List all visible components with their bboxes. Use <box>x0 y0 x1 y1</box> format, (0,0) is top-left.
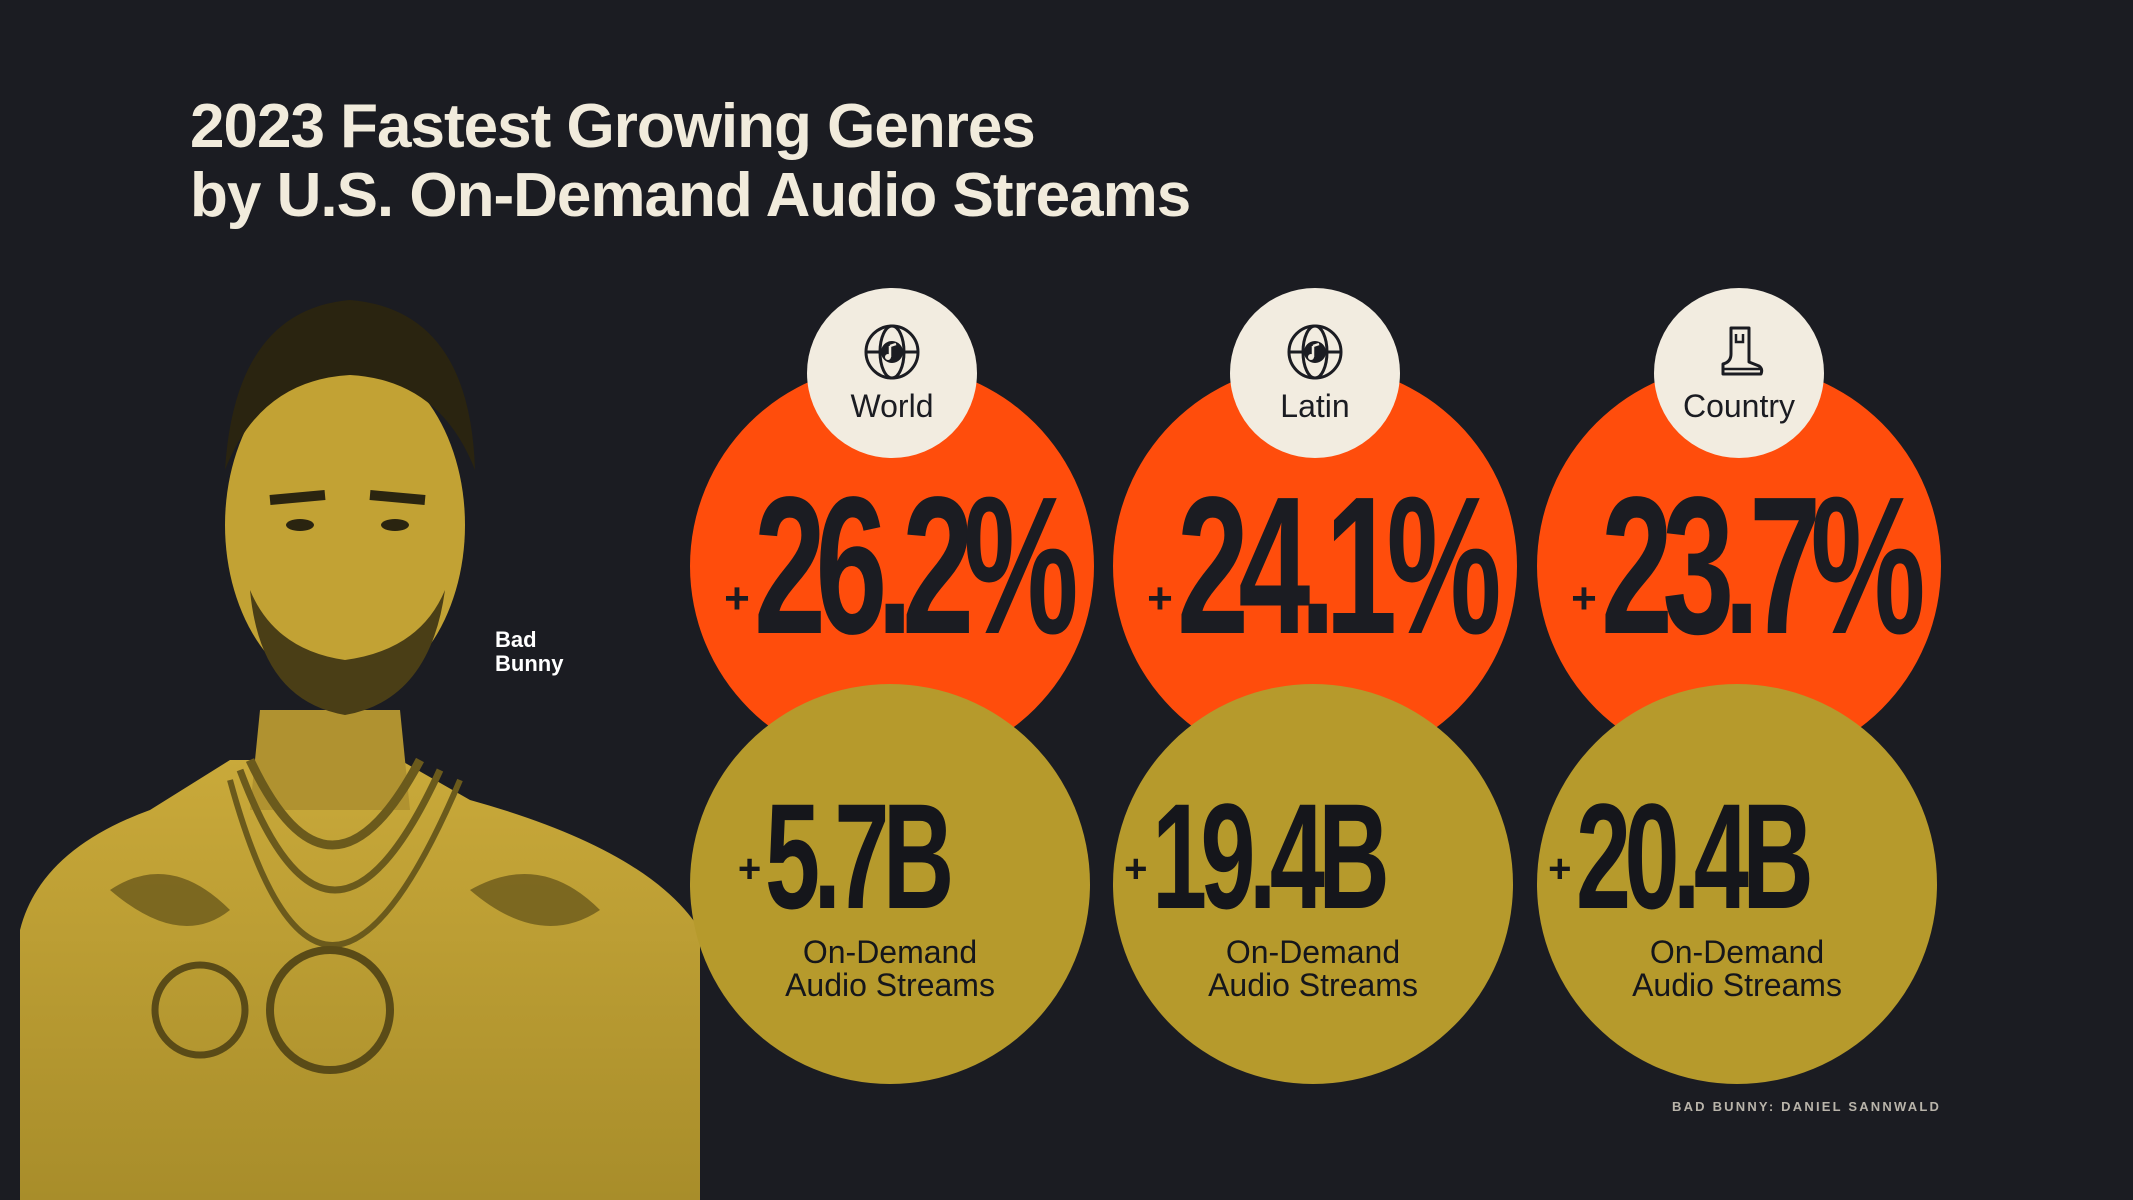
plus-sign: + <box>1571 574 1597 623</box>
streams-caption-line-1: On-Demand <box>1225 934 1401 970</box>
growth-percent: 26.2% <box>753 456 1079 675</box>
streams-number: 20.4B <box>1575 772 1814 940</box>
globe-music-note-icon <box>864 324 920 380</box>
streams-caption: On-Demand Audio Streams <box>1632 936 1842 1002</box>
plus-sign: + <box>737 847 762 891</box>
streams-circle: +20.4B On-Demand Audio Streams <box>1537 684 1937 1084</box>
growth-percent: 23.7% <box>1600 456 1926 675</box>
title-line-1: 2023 Fastest Growing Genres <box>190 92 1036 161</box>
artist-caption-line-2: Bunny <box>495 651 564 676</box>
streams-value: +5.7B <box>737 772 1042 940</box>
genre-label: World <box>850 388 934 424</box>
genre-latin: Latin +24.1% +19.4B On-Demand Audio Stre… <box>1113 288 1523 1088</box>
streams-caption-line-1: On-Demand <box>1649 934 1825 970</box>
plus-sign: + <box>1548 847 1572 891</box>
artist-caption-line-1: Bad <box>495 627 537 652</box>
streams-caption: On-Demand Audio Streams <box>785 936 995 1002</box>
genre-world: World +26.2% +5.7B On-Demand Audio Strea… <box>690 288 1100 1088</box>
streams-value: +20.4B <box>1548 772 1926 940</box>
globe-music-note-icon <box>1287 324 1343 380</box>
genre-label: Latin <box>1280 388 1350 424</box>
streams-caption: On-Demand Audio Streams <box>1208 936 1418 1002</box>
growth-value: +23.7% <box>1537 456 1941 675</box>
cowboy-boot-icon <box>1721 326 1764 376</box>
artist-caption: Bad Bunny <box>495 628 563 676</box>
title-line-2: by U.S. On-Demand Audio Streams <box>190 161 1191 230</box>
growth-percent: 24.1% <box>1176 456 1502 675</box>
plus-sign: + <box>1124 847 1148 891</box>
growth-value: +26.2% <box>690 456 1094 675</box>
plus-sign: + <box>724 574 750 623</box>
streams-caption-line-2: Audio Streams <box>1632 967 1842 1003</box>
streams-value: +19.4B <box>1124 772 1502 940</box>
artist-photo <box>20 300 700 1200</box>
plus-sign: + <box>1147 574 1173 623</box>
streams-number: 5.7B <box>765 772 954 940</box>
genre-badge: Country <box>1654 288 1824 458</box>
streams-circle: +19.4B On-Demand Audio Streams <box>1113 684 1513 1084</box>
growth-value: +24.1% <box>1113 456 1517 675</box>
streams-circle: +5.7B On-Demand Audio Streams <box>690 684 1090 1084</box>
genre-country: Country +23.7% +20.4B On-Demand Audio St… <box>1537 288 1947 1088</box>
photo-credit: BAD BUNNY: DANIEL SANNWALD <box>1672 1099 1942 1114</box>
genre-badge: Latin <box>1230 288 1400 458</box>
streams-caption-line-1: On-Demand <box>802 934 978 970</box>
genre-badge: World <box>807 288 977 458</box>
streams-caption-line-2: Audio Streams <box>785 967 995 1003</box>
streams-caption-line-2: Audio Streams <box>1208 967 1418 1003</box>
chart-title: 2023 Fastest Growing Genres by U.S. On-D… <box>190 92 1191 230</box>
genre-label: Country <box>1682 388 1796 424</box>
streams-number: 19.4B <box>1151 772 1390 940</box>
